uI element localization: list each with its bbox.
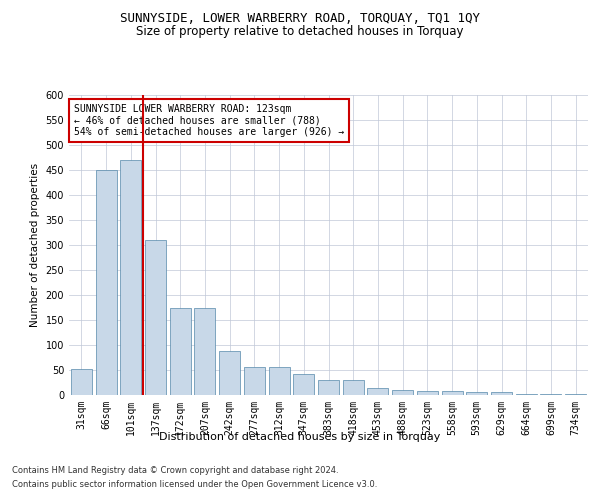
Bar — [269, 366, 290, 395]
Bar — [565, 394, 586, 395]
Bar — [367, 388, 388, 395]
Text: Size of property relative to detached houses in Torquay: Size of property relative to detached ho… — [136, 25, 464, 38]
Bar — [120, 160, 141, 395]
Text: SUNNYSIDE, LOWER WARBERRY ROAD, TORQUAY, TQ1 1QY: SUNNYSIDE, LOWER WARBERRY ROAD, TORQUAY,… — [120, 12, 480, 26]
Bar — [71, 368, 92, 395]
Bar — [95, 170, 116, 395]
Bar — [541, 394, 562, 395]
Text: Contains public sector information licensed under the Open Government Licence v3: Contains public sector information licen… — [12, 480, 377, 489]
Text: SUNNYSIDE LOWER WARBERRY ROAD: 123sqm
← 46% of detached houses are smaller (788): SUNNYSIDE LOWER WARBERRY ROAD: 123sqm ← … — [74, 104, 344, 137]
Bar — [516, 394, 537, 395]
Bar — [145, 240, 166, 395]
Bar — [417, 391, 438, 395]
Bar — [318, 380, 339, 395]
Y-axis label: Number of detached properties: Number of detached properties — [30, 163, 40, 327]
Bar — [244, 366, 265, 395]
Bar — [442, 391, 463, 395]
Bar — [491, 392, 512, 395]
Text: Contains HM Land Registry data © Crown copyright and database right 2024.: Contains HM Land Registry data © Crown c… — [12, 466, 338, 475]
Bar — [219, 351, 240, 395]
Bar — [343, 380, 364, 395]
Bar — [293, 374, 314, 395]
Bar — [392, 390, 413, 395]
Text: Distribution of detached houses by size in Torquay: Distribution of detached houses by size … — [160, 432, 440, 442]
Bar — [170, 308, 191, 395]
Bar — [194, 308, 215, 395]
Bar — [466, 392, 487, 395]
